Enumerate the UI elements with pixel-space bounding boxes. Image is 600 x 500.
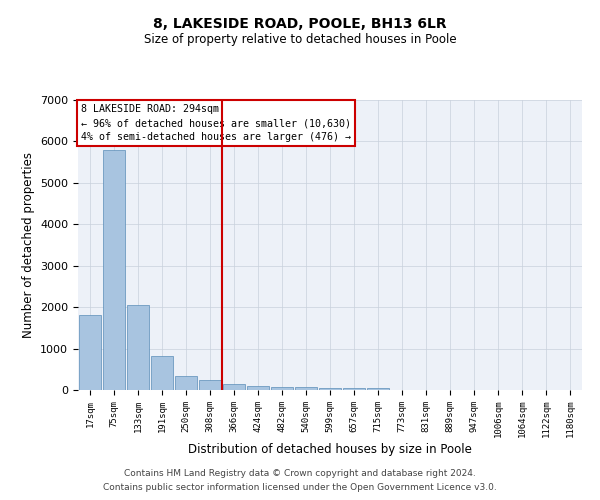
Text: Size of property relative to detached houses in Poole: Size of property relative to detached ho… — [143, 32, 457, 46]
Bar — [103, 150, 125, 390]
Text: Contains public sector information licensed under the Open Government Licence v3: Contains public sector information licen… — [103, 484, 497, 492]
X-axis label: Distribution of detached houses by size in Poole: Distribution of detached houses by size … — [188, 443, 472, 456]
Text: 8 LAKESIDE ROAD: 294sqm
← 96% of detached houses are smaller (10,630)
4% of semi: 8 LAKESIDE ROAD: 294sqm ← 96% of detache… — [80, 104, 350, 142]
Bar — [199, 380, 221, 390]
Y-axis label: Number of detached properties: Number of detached properties — [22, 152, 35, 338]
Bar — [295, 388, 317, 390]
Bar — [271, 386, 293, 390]
Bar — [367, 388, 389, 390]
Text: 8, LAKESIDE ROAD, POOLE, BH13 6LR: 8, LAKESIDE ROAD, POOLE, BH13 6LR — [153, 18, 447, 32]
Bar — [319, 388, 341, 390]
Bar — [223, 384, 245, 390]
Bar — [247, 386, 269, 390]
Bar — [127, 304, 149, 390]
Bar — [343, 388, 365, 390]
Bar — [175, 376, 197, 390]
Bar — [151, 356, 173, 390]
Bar — [79, 316, 101, 390]
Text: Contains HM Land Registry data © Crown copyright and database right 2024.: Contains HM Land Registry data © Crown c… — [124, 468, 476, 477]
